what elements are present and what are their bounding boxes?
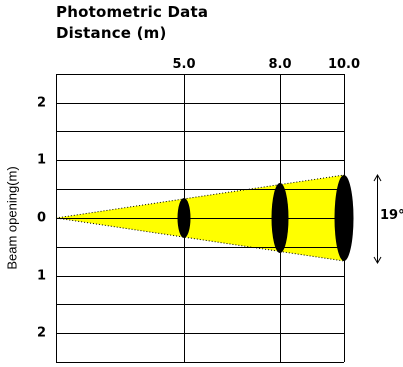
distance-label-10: 10.0 [327, 57, 361, 72]
y-tick-label-upper-1: 1 [36, 152, 46, 168]
chart-title: Photometric Data [56, 3, 209, 21]
distance-label-8: 8.0 [268, 57, 292, 72]
distance-label-5: 5.0 [172, 57, 196, 72]
y-tick-label-0: 0 [36, 210, 46, 226]
y-tick-label-lower-2: 2 [36, 325, 46, 341]
y-tick-label-upper-2: 2 [36, 95, 46, 111]
beam-spot-5m [177, 198, 191, 238]
beam-angle-arrow [373, 174, 382, 264]
beam-angle-label: 19° [380, 208, 403, 223]
beam-spot-8m [271, 183, 289, 253]
distance-header: Distance (m) [56, 24, 167, 42]
beam-spot-10m [334, 175, 354, 261]
y-tick-label-lower-1: 1 [36, 268, 46, 284]
horizontal-grid [56, 74, 344, 363]
